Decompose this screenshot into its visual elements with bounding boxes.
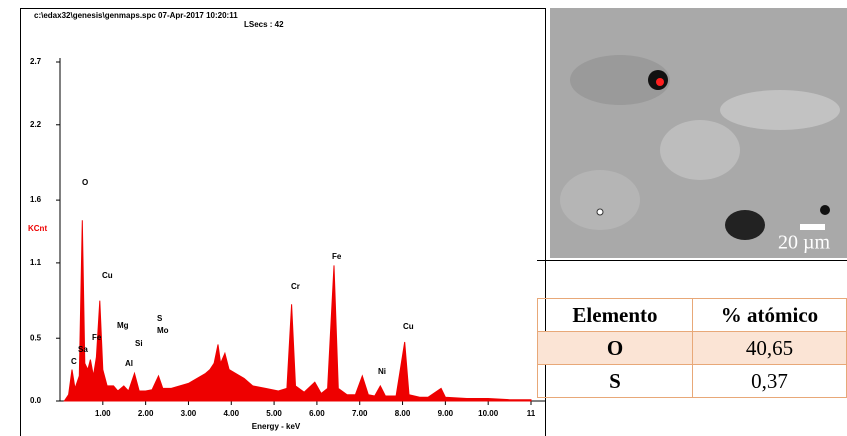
peak-label: Si <box>135 339 143 348</box>
peak-label: Mg <box>117 321 129 330</box>
peak-label: Cu <box>403 322 414 331</box>
peak-label: Mo <box>157 326 169 335</box>
header-cell: Elemento <box>538 299 693 332</box>
x-tick-label: 7.00 <box>352 409 368 418</box>
x-tick-label: 1.00 <box>95 409 111 418</box>
peak-label: C <box>71 357 77 366</box>
y-tick-label: 0.0 <box>30 396 42 405</box>
x-tick-label: 8.00 <box>395 409 411 418</box>
x-tick-label: 6.00 <box>309 409 325 418</box>
y-tick-label: 2.7 <box>30 57 42 66</box>
x-tick-label: 4.00 <box>223 409 239 418</box>
header-cell: % atómico <box>692 299 846 332</box>
peak-label: Ni <box>378 367 386 376</box>
y-tick-label: 0.5 <box>30 333 42 342</box>
page: c:\edax32\genesis\genmaps.spc 07-Apr-201… <box>0 0 847 436</box>
sem-image: 20 µm <box>550 8 847 258</box>
element-cell: O <box>538 332 693 365</box>
y-tick-label: 2.2 <box>30 120 42 129</box>
peak-label: Sa <box>78 345 88 354</box>
y-label: KCnt <box>28 224 47 233</box>
x-tick-label: 2.00 <box>138 409 154 418</box>
scale-bar-label: 20 µm <box>778 232 831 254</box>
x-tick-label: 11 <box>527 409 536 418</box>
x-label: Energy - keV <box>252 422 301 431</box>
x-tick-label: 3.00 <box>181 409 197 418</box>
x-tick-label: 5.00 <box>266 409 282 418</box>
value-cell: 0,37 <box>692 365 846 398</box>
subheader: LSecs : 42 <box>244 20 284 29</box>
element-cell: S <box>538 365 693 398</box>
x-tick-label: 10.00 <box>478 409 499 418</box>
peak-label: Cr <box>291 282 300 291</box>
header: c:\edax32\genesis\genmaps.spc 07-Apr-201… <box>34 11 238 20</box>
peak-label: S <box>157 314 163 323</box>
peak-label: Cu <box>102 271 113 280</box>
table-header: Elemento% atómico <box>538 299 847 332</box>
peak-label: Fe <box>332 252 342 261</box>
y-tick-label: 1.6 <box>30 195 42 204</box>
value-cell: 40,65 <box>692 332 846 365</box>
x-tick-label: 9.00 <box>438 409 454 418</box>
peak-label: O <box>82 178 88 187</box>
peak-label: Al <box>125 359 133 368</box>
y-tick-label: 1.1 <box>30 258 42 267</box>
peak-label: Fe <box>92 333 102 342</box>
